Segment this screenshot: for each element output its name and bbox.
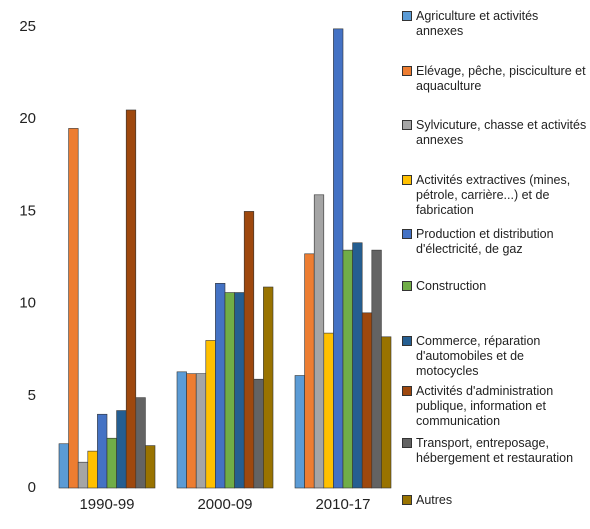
bar: [381, 336, 392, 489]
x-tick-label: 1990-99: [79, 496, 134, 513]
bar: [313, 194, 325, 489]
bar: [176, 371, 187, 489]
x-tick-label: 2010-17: [315, 496, 370, 513]
x-tick-label: 2000-09: [197, 496, 252, 513]
bar: [106, 437, 117, 489]
legend-item: Activités d'administration publique, inf…: [402, 384, 590, 429]
legend-swatch: [402, 120, 412, 130]
legend-swatch: [402, 438, 412, 448]
y-tick-label: 20: [19, 110, 36, 127]
bar: [97, 413, 108, 489]
legend-item: Commerce, réparation d'automobiles et de…: [402, 334, 590, 379]
y-tick-label: 0: [28, 479, 36, 496]
bar: [215, 283, 226, 489]
bar: [234, 292, 245, 489]
bar: [253, 378, 264, 489]
legend-item: Transport, entreposage, hébergement et r…: [402, 436, 590, 466]
bar: [224, 292, 235, 489]
legend-swatch: [402, 336, 412, 346]
y-tick-label: 15: [19, 202, 36, 219]
legend-label: Agriculture et activités annexes: [416, 9, 539, 38]
legend-label: Activités d'administration publique, inf…: [416, 384, 554, 428]
bar: [195, 373, 207, 489]
bar: [116, 410, 127, 489]
legend-swatch: [402, 495, 412, 505]
legend-item: Sylvicuture, chasse et activités annexes: [402, 118, 590, 148]
legend-label: Autres: [416, 493, 453, 507]
y-tick-label: 10: [19, 295, 36, 312]
legend-label: Transport, entreposage, hébergement et r…: [416, 436, 574, 465]
bar: [304, 253, 315, 489]
bar: [77, 461, 89, 489]
bar: [323, 332, 334, 489]
legend-item: Construction: [402, 279, 590, 294]
legend-label: Production et distribution d'électricité…: [416, 227, 554, 256]
legend-swatch: [402, 11, 412, 21]
legend-item: Agriculture et activités annexes: [402, 9, 590, 39]
legend-label: Activités extractives (mines, pétrole, c…: [416, 173, 571, 217]
legend-swatch: [402, 386, 412, 396]
bar: [135, 397, 146, 489]
bar: [87, 450, 98, 489]
bar: [361, 312, 373, 489]
legend-item: Production et distribution d'électricité…: [402, 227, 590, 257]
bar: [342, 249, 353, 489]
legend-swatch: [402, 229, 412, 239]
bar: [58, 443, 69, 489]
bar: [145, 445, 156, 489]
legend-swatch: [402, 66, 412, 76]
legend-item: Autres: [402, 493, 590, 508]
y-tick-label: 5: [28, 387, 36, 404]
legend-item: Activités extractives (mines, pétrole, c…: [402, 173, 590, 218]
bar: [125, 109, 137, 489]
y-tick-label: 25: [19, 18, 36, 35]
legend-swatch: [402, 175, 412, 185]
bar: [333, 28, 344, 489]
bar: [243, 211, 255, 489]
legend-label: Construction: [416, 279, 487, 293]
legend-label: Commerce, réparation d'automobiles et de…: [416, 334, 541, 378]
bar: [352, 242, 363, 489]
bar: [186, 373, 197, 489]
bar: [68, 128, 79, 489]
bar: [294, 375, 305, 489]
bar: [263, 286, 274, 489]
legend-swatch: [402, 281, 412, 291]
legend-label: Elévage, pêche, pisciculture et aquacult…: [416, 64, 586, 93]
legend-item: Elévage, pêche, pisciculture et aquacult…: [402, 64, 590, 94]
legend-label: Sylvicuture, chasse et activités annexes: [416, 118, 587, 147]
bar: [205, 340, 216, 489]
bar: [371, 249, 382, 489]
